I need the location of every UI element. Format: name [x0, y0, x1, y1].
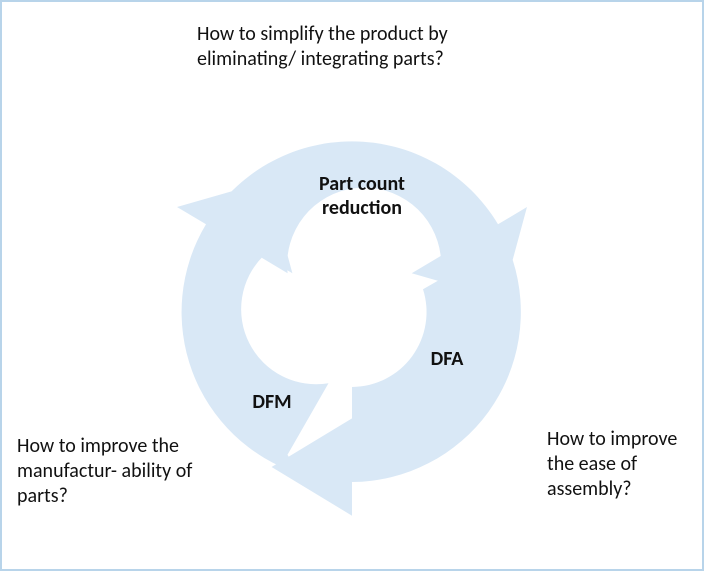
label-part-count: Part count reduction — [277, 172, 447, 220]
annotation-dfm: How to improve the manufactur- ability o… — [17, 434, 197, 509]
arrow-dfm — [177, 181, 329, 474]
arrow-dfa — [272, 249, 521, 516]
annotation-part-count: How to simplify the product by eliminati… — [197, 22, 457, 72]
annotation-dfa: How to improve the ease of assembly? — [547, 427, 687, 502]
diagram-frame: Part count reduction DFA DFM How to simp… — [0, 0, 704, 571]
label-dfm: DFM — [237, 390, 307, 414]
label-dfa: DFA — [412, 347, 482, 371]
